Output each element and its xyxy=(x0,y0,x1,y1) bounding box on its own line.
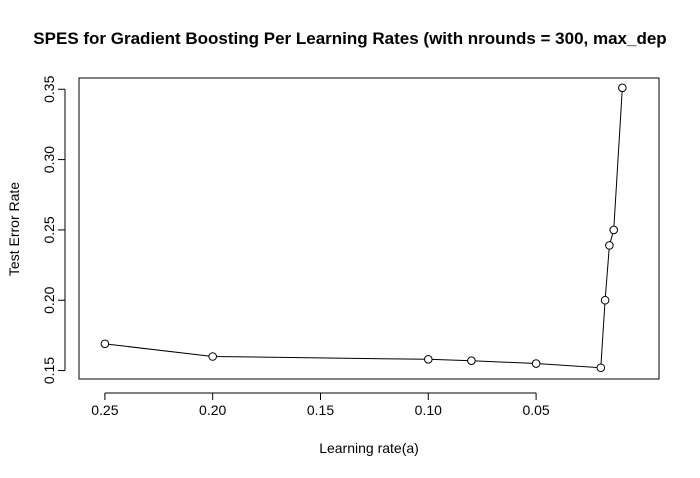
x-tick-label: 0.15 xyxy=(307,402,334,418)
y-axis: 0.15 0.20 0.25 0.30 0.35 xyxy=(41,75,66,384)
y-tick-label: 0.35 xyxy=(41,75,57,102)
x-tick-label: 0.10 xyxy=(415,402,442,418)
x-axis-label: Learning rate(a) xyxy=(319,440,419,456)
x-tick-label: 0.20 xyxy=(199,402,226,418)
y-tick-label: 0.25 xyxy=(41,216,57,243)
x-tick-label: 0.05 xyxy=(522,402,549,418)
x-tick-label: 0.25 xyxy=(91,402,118,418)
series-line xyxy=(100,83,627,373)
data-point xyxy=(596,363,606,373)
plot-frame xyxy=(78,77,660,380)
data-point xyxy=(609,225,619,235)
y-tick-label: 0.15 xyxy=(41,357,57,384)
data-point xyxy=(100,339,110,349)
y-tick-label: 0.20 xyxy=(41,286,57,313)
data-point xyxy=(467,356,476,366)
data-point xyxy=(531,359,541,368)
y-tick-label: 0.30 xyxy=(41,146,57,173)
x-axis: 0.25 0.20 0.15 0.10 0.05 xyxy=(91,392,550,418)
data-point xyxy=(208,352,217,361)
chart-title: SPES for Gradient Boosting Per Learning … xyxy=(33,29,666,48)
y-axis-label: Test Error Rate xyxy=(6,182,22,276)
data-point xyxy=(600,295,610,305)
series-path xyxy=(104,87,623,369)
data-point xyxy=(605,241,614,250)
data-point xyxy=(618,83,627,93)
data-point xyxy=(423,355,433,364)
